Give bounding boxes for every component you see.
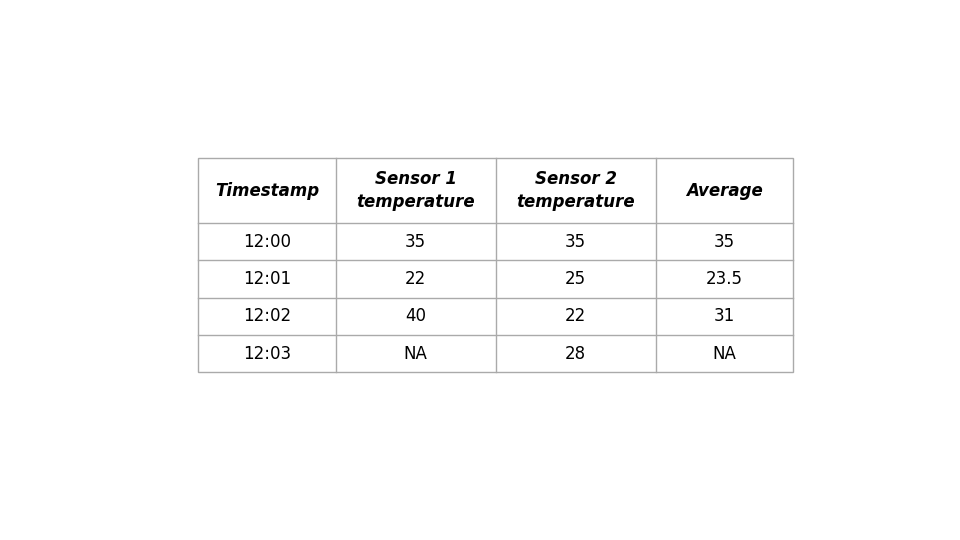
Text: 12:01: 12:01 [243,270,291,288]
Text: 31: 31 [714,307,735,326]
Text: Sensor 1
temperature: Sensor 1 temperature [356,171,475,211]
Text: 35: 35 [714,233,735,251]
Text: NA: NA [404,345,427,363]
Text: 35: 35 [565,233,587,251]
Text: 35: 35 [405,233,426,251]
Text: 12:03: 12:03 [243,345,291,363]
Text: NA: NA [712,345,736,363]
Text: Average: Average [686,181,763,200]
Text: 25: 25 [565,270,587,288]
Text: 22: 22 [565,307,587,326]
Text: 23.5: 23.5 [706,270,743,288]
Text: 28: 28 [565,345,587,363]
Text: 12:02: 12:02 [243,307,291,326]
Text: 12:00: 12:00 [243,233,291,251]
Text: 22: 22 [405,270,426,288]
Text: 40: 40 [405,307,426,326]
Text: Sensor 2
temperature: Sensor 2 temperature [516,171,635,211]
Text: Timestamp: Timestamp [215,181,319,200]
